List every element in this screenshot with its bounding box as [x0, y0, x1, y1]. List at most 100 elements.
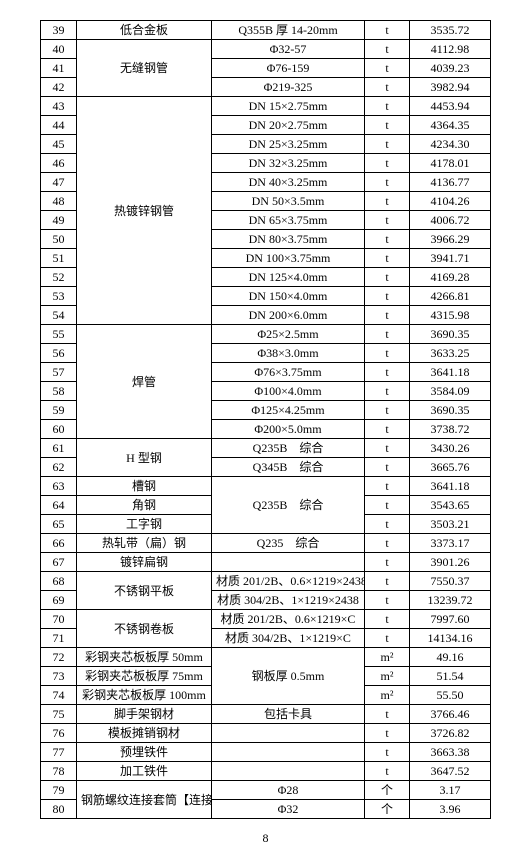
row-number: 76 [41, 724, 77, 743]
unit: t [365, 116, 410, 135]
row-number: 41 [41, 59, 77, 78]
material-spec: Q345B 综合 [212, 458, 365, 477]
table-row: 67镀锌扁钢t3901.26 [41, 553, 491, 572]
unit: t [365, 572, 410, 591]
price: 4453.94 [410, 97, 491, 116]
price: 4234.30 [410, 135, 491, 154]
price: 3690.35 [410, 325, 491, 344]
unit: t [365, 363, 410, 382]
table-row: 70不锈钢卷板材质 201/2B、0.6×1219×Ct7997.60 [41, 610, 491, 629]
material-name: 钢筋螺纹连接套筒【连接HRB400（E）钢筋】 [77, 781, 212, 819]
price: 3641.18 [410, 477, 491, 496]
row-number: 78 [41, 762, 77, 781]
unit: t [365, 97, 410, 116]
table-row: 76模板摊销钢材t3726.82 [41, 724, 491, 743]
price: 3503.21 [410, 515, 491, 534]
row-number: 47 [41, 173, 77, 192]
material-spec: Φ32 [212, 800, 365, 819]
table-row: 77预埋铁件t3663.38 [41, 743, 491, 762]
unit: t [365, 382, 410, 401]
material-spec: DN 80×3.75mm [212, 230, 365, 249]
material-spec: DN 15×2.75mm [212, 97, 365, 116]
table-row: 40无缝钢管Φ32-57t4112.98 [41, 40, 491, 59]
unit: t [365, 211, 410, 230]
row-number: 67 [41, 553, 77, 572]
table-row: 39低合金板Q355B 厚 14-20mmt3535.72 [41, 21, 491, 40]
unit: t [365, 344, 410, 363]
table-row: 61H 型钢Q235B 综合t3430.26 [41, 439, 491, 458]
price: 3.17 [410, 781, 491, 800]
unit: t [365, 306, 410, 325]
row-number: 59 [41, 401, 77, 420]
row-number: 62 [41, 458, 77, 477]
price: 4112.98 [410, 40, 491, 59]
unit: m² [365, 667, 410, 686]
row-number: 65 [41, 515, 77, 534]
unit: t [365, 705, 410, 724]
material-name: 脚手架钢材 [77, 705, 212, 724]
material-spec: Q235 综合 [212, 534, 365, 553]
price: 4136.77 [410, 173, 491, 192]
material-spec: 材质 201/2B、0.6×1219×C [212, 610, 365, 629]
material-spec: 包括卡具 [212, 705, 365, 724]
price: 4266.81 [410, 287, 491, 306]
material-spec: DN 200×6.0mm [212, 306, 365, 325]
material-name: 彩钢夹芯板板厚 100mm [77, 686, 212, 705]
material-spec: Q235B 综合 [212, 439, 365, 458]
price: 3982.94 [410, 78, 491, 97]
row-number: 73 [41, 667, 77, 686]
price: 4315.98 [410, 306, 491, 325]
unit: t [365, 78, 410, 97]
row-number: 74 [41, 686, 77, 705]
material-spec: Q235B 综合 [212, 477, 365, 534]
price: 3584.09 [410, 382, 491, 401]
table-row: 79钢筋螺纹连接套筒【连接HRB400（E）钢筋】Φ28个3.17 [41, 781, 491, 800]
price: 3901.26 [410, 553, 491, 572]
row-number: 71 [41, 629, 77, 648]
row-number: 53 [41, 287, 77, 306]
material-spec: Φ28 [212, 781, 365, 800]
material-spec: 材质 201/2B、0.6×1219×2438 [212, 572, 365, 591]
material-name: 不锈钢平板 [77, 572, 212, 610]
unit: 个 [365, 800, 410, 819]
material-spec [212, 743, 365, 762]
material-name: 热轧带（扁）钢 [77, 534, 212, 553]
price: 3641.18 [410, 363, 491, 382]
material-name: 角钢 [77, 496, 212, 515]
price: 14134.16 [410, 629, 491, 648]
row-number: 42 [41, 78, 77, 97]
unit: t [365, 401, 410, 420]
price: 3665.76 [410, 458, 491, 477]
unit: t [365, 534, 410, 553]
table-row: 55焊管Φ25×2.5mmt3690.35 [41, 325, 491, 344]
row-number: 64 [41, 496, 77, 515]
material-name: 低合金板 [77, 21, 212, 40]
unit: t [365, 762, 410, 781]
price: 7550.37 [410, 572, 491, 591]
row-number: 58 [41, 382, 77, 401]
price: 3766.46 [410, 705, 491, 724]
unit: t [365, 420, 410, 439]
price: 3726.82 [410, 724, 491, 743]
row-number: 46 [41, 154, 77, 173]
material-name: 彩钢夹芯板板厚 75mm [77, 667, 212, 686]
row-number: 51 [41, 249, 77, 268]
materials-price-table: 39低合金板Q355B 厚 14-20mmt3535.7240无缝钢管Φ32-5… [40, 20, 491, 819]
price: 3373.17 [410, 534, 491, 553]
material-name: 焊管 [77, 325, 212, 439]
table-row: 68不锈钢平板材质 201/2B、0.6×1219×2438t7550.37 [41, 572, 491, 591]
row-number: 72 [41, 648, 77, 667]
material-name: 槽钢 [77, 477, 212, 496]
material-name: 彩钢夹芯板板厚 50mm [77, 648, 212, 667]
unit: t [365, 135, 410, 154]
unit: t [365, 268, 410, 287]
unit: t [365, 439, 410, 458]
material-spec: Φ200×5.0mm [212, 420, 365, 439]
material-name: 模板摊销钢材 [77, 724, 212, 743]
material-name: H 型钢 [77, 439, 212, 477]
row-number: 44 [41, 116, 77, 135]
price: 7997.60 [410, 610, 491, 629]
row-number: 54 [41, 306, 77, 325]
material-spec: DN 150×4.0mm [212, 287, 365, 306]
row-number: 52 [41, 268, 77, 287]
